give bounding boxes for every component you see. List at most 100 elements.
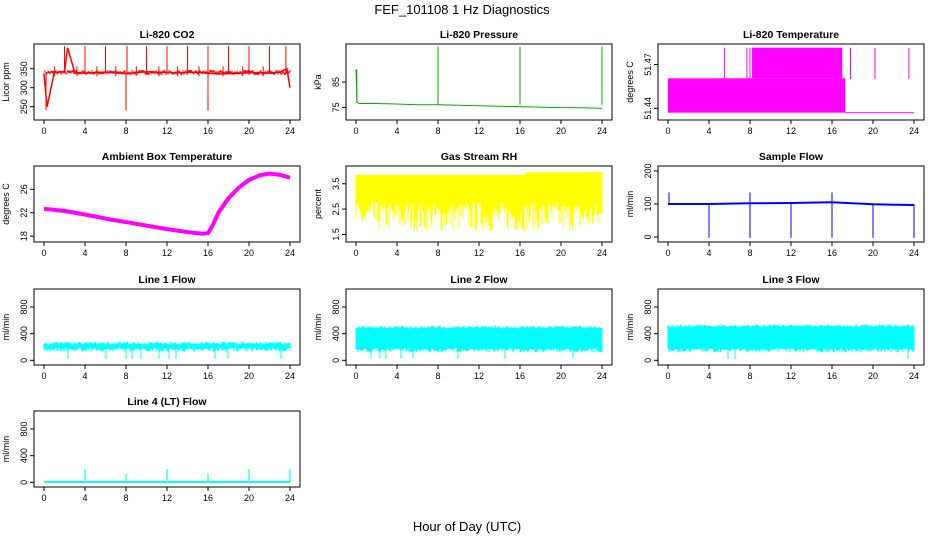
- y-axis-label: ml/min: [625, 314, 635, 341]
- rh-band: [355, 172, 603, 232]
- x-tick-label: 24: [285, 126, 295, 136]
- y-axis-label: degrees C: [625, 61, 635, 103]
- y-axis-label: ml/min: [625, 191, 635, 218]
- plot-frame: [33, 288, 301, 366]
- x-tick-label: 16: [203, 371, 213, 381]
- x-tick-label: 12: [786, 126, 796, 136]
- x-tick-label: 16: [203, 248, 213, 258]
- x-tick-label: 12: [162, 248, 172, 258]
- x-tick-label: 24: [909, 126, 919, 136]
- y-tick-label: 400: [643, 326, 653, 341]
- data-trace: [355, 172, 603, 232]
- x-tick-label: 12: [162, 371, 172, 381]
- chart-panel: Line 4 (LT) Flow ml/min 0 4 8 12 16 20 24 0 400 800: [1, 396, 301, 503]
- x-tick-label: 0: [665, 126, 670, 136]
- y-tick-label: 26: [19, 184, 29, 194]
- x-tick-label: 12: [474, 126, 484, 136]
- panel-title: Sample Flow: [759, 151, 824, 163]
- y-tick-label: 400: [19, 448, 29, 463]
- x-tick-label: 8: [747, 126, 752, 136]
- y-tick-label: 250: [19, 99, 29, 114]
- chart-panel: Li-820 Temperature degrees C 0 4 8 12 16 20 24 51…: [625, 29, 925, 136]
- x-tick-label: 20: [556, 371, 566, 381]
- y-tick-label: 0: [19, 480, 29, 485]
- x-tick-label: 16: [203, 493, 213, 503]
- pressure-spikes: [356, 46, 603, 105]
- x-tick-label: 20: [244, 248, 254, 258]
- x-tick-label: 24: [597, 248, 607, 258]
- y-tick-label: 75: [331, 102, 341, 112]
- x-tick-label: 12: [474, 371, 484, 381]
- x-tick-label: 4: [706, 248, 711, 258]
- x-tick-label: 24: [285, 248, 295, 258]
- x-tick-label: 24: [909, 248, 919, 258]
- panel-title: Line 3 Flow: [762, 274, 820, 286]
- x-tick-label: 20: [868, 371, 878, 381]
- figure-title: FEF_101108 1 Hz Diagnostics: [374, 2, 550, 17]
- y-tick-label: 800: [331, 299, 341, 314]
- ambient-trace: [43, 171, 291, 236]
- y-axis-label: ml/min: [313, 314, 323, 341]
- x-tick-label: 0: [41, 493, 46, 503]
- panel-title: Li-820 CO2: [140, 29, 195, 41]
- y-tick-label: 100: [643, 196, 653, 211]
- y-axis-label: Licor ppm: [1, 62, 11, 102]
- temp-block-low: [668, 78, 846, 113]
- x-tick-label: 8: [435, 371, 440, 381]
- y-tick-label: 1.5: [331, 228, 341, 241]
- x-tick-label: 16: [515, 248, 525, 258]
- panel-title: Ambient Box Temperature: [102, 151, 233, 163]
- x-tick-label: 4: [394, 371, 399, 381]
- x-tick-label: 16: [515, 126, 525, 136]
- x-tick-label: 8: [747, 371, 752, 381]
- x-tick-label: 16: [203, 126, 213, 136]
- x-tick-label: 8: [123, 248, 128, 258]
- y-tick-label: 0: [331, 358, 341, 363]
- lt-flow-spikes: [84, 469, 291, 482]
- x-tick-label: 16: [827, 371, 837, 381]
- chart-panel: Gas Stream RH percent 0 4 8 12 16 20 24 1.5 2.5 3.5: [313, 151, 613, 258]
- data-trace: [355, 46, 603, 109]
- chart-panel: Li-820 CO2 Licor ppm 0 4 8 12 16 20 24 250 300 350: [1, 29, 301, 136]
- y-tick-label: 350: [19, 61, 29, 76]
- x-tick-label: 20: [556, 248, 566, 258]
- x-tick-label: 16: [827, 126, 837, 136]
- x-tick-label: 24: [285, 493, 295, 503]
- temp-block-high: [752, 47, 843, 79]
- y-tick-label: 2.5: [331, 203, 341, 216]
- x-tick-label: 12: [474, 248, 484, 258]
- y-tick-label: 800: [19, 421, 29, 436]
- x-tick-label: 0: [41, 248, 46, 258]
- x-tick-label: 12: [786, 371, 796, 381]
- x-tick-label: 8: [747, 248, 752, 258]
- y-tick-label: 18: [19, 231, 29, 241]
- x-tick-label: 20: [244, 126, 254, 136]
- panel-title: Li-820 Temperature: [743, 29, 839, 41]
- chart-panel: Li-820 Pressure kPa 0 4 8 12 16 20 24 75 85: [313, 29, 613, 136]
- x-tick-label: 12: [162, 493, 172, 503]
- chart-panel: Line 1 Flow ml/min 0 4 8 12 16 20 24 0 400 800: [1, 274, 301, 381]
- x-tick-label: 8: [123, 493, 128, 503]
- x-tick-label: 0: [41, 126, 46, 136]
- y-tick-label: 300: [19, 80, 29, 95]
- y-tick-label: 0: [643, 235, 653, 240]
- x-tick-label: 24: [285, 371, 295, 381]
- data-trace: [668, 192, 915, 238]
- panel-title: Line 2 Flow: [450, 274, 508, 286]
- panel-grid: Li-820 CO2 Licor ppm 0 4 8 12 16 20 24 250 300 350 L…: [1, 29, 925, 503]
- figure-x-axis-label: Hour of Day (UTC): [413, 519, 521, 534]
- x-tick-label: 4: [394, 126, 399, 136]
- panel-title: Gas Stream RH: [441, 151, 517, 163]
- data-trace: [355, 325, 603, 359]
- x-tick-label: 16: [515, 371, 525, 381]
- panel-title: Line 1 Flow: [138, 274, 196, 286]
- chart-panel: Ambient Box Temperature degrees C 0 4 8 12 16 2…: [1, 151, 301, 258]
- flow-band: [355, 325, 603, 359]
- flow-band: [43, 341, 291, 359]
- x-tick-label: 16: [827, 248, 837, 258]
- x-tick-label: 4: [82, 248, 87, 258]
- panel-title: Line 4 (LT) Flow: [127, 396, 207, 408]
- data-trace: [668, 47, 914, 114]
- x-tick-label: 0: [353, 248, 358, 258]
